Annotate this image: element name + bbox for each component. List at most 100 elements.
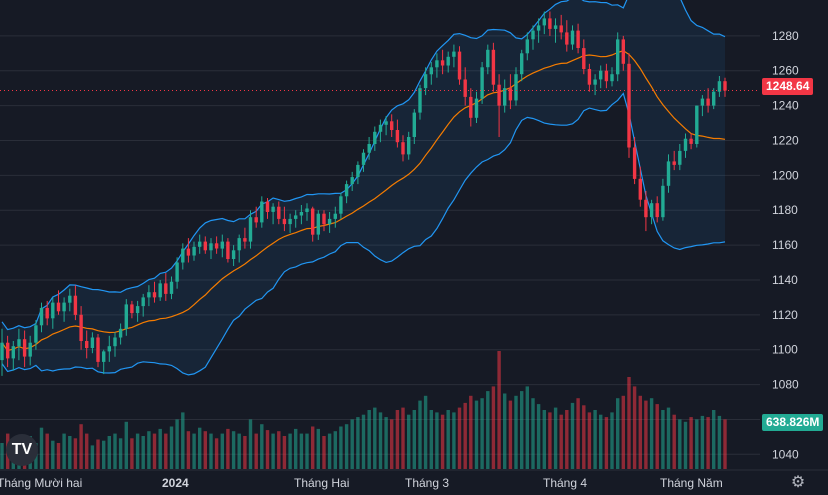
candle-body — [316, 213, 320, 235]
volume-bar — [192, 433, 196, 469]
volume-bar — [294, 428, 298, 469]
volume-bar — [712, 410, 716, 469]
candle — [616, 32, 620, 82]
candle-body — [582, 48, 586, 69]
candle-body — [678, 150, 682, 165]
candle-body — [311, 208, 315, 235]
candle — [220, 234, 224, 258]
volume-bar — [491, 386, 496, 469]
volume-bars — [0, 351, 727, 469]
candle-body — [277, 206, 281, 219]
candle — [45, 300, 49, 326]
time-axis[interactable]: Tháng Mười hai 2024 Tháng Hai Tháng 3 Tháng … — [0, 476, 723, 490]
candle-body — [531, 30, 535, 40]
price-tick-label: 1280 — [772, 29, 799, 43]
candle — [497, 74, 501, 137]
candle — [632, 137, 637, 185]
candle-body — [17, 339, 21, 347]
candle — [570, 25, 575, 50]
candle-body — [497, 84, 501, 106]
candle — [593, 74, 597, 96]
candle-body — [243, 238, 247, 242]
candle-body — [90, 337, 95, 348]
candle — [113, 332, 117, 357]
candle-body — [593, 79, 597, 85]
candle — [610, 67, 614, 87]
candle-body — [169, 281, 174, 294]
candle-body — [333, 213, 337, 219]
candle — [683, 133, 688, 158]
candle — [39, 302, 44, 333]
candle-body — [96, 337, 100, 362]
candle — [51, 297, 55, 329]
candle-body — [11, 346, 15, 359]
candle — [90, 332, 95, 354]
candle — [638, 166, 642, 207]
candle — [503, 79, 507, 113]
candle — [452, 44, 456, 68]
candle-body — [587, 69, 592, 85]
candle-body — [661, 185, 665, 218]
candle-body — [344, 184, 349, 197]
volume-bar — [373, 407, 377, 469]
volume-bar — [141, 436, 145, 469]
candle-body — [616, 39, 620, 75]
candle-body — [186, 248, 191, 256]
candle — [666, 154, 671, 193]
volume-bar — [305, 433, 309, 469]
volume-bar — [220, 433, 224, 469]
time-tick-label: Tháng Năm — [660, 476, 723, 490]
candle-body — [508, 88, 513, 101]
candle — [181, 243, 185, 270]
candle — [152, 281, 157, 303]
candle-body — [73, 295, 78, 315]
candle — [661, 178, 665, 221]
candle — [299, 205, 304, 225]
candle — [102, 349, 106, 375]
candle — [491, 42, 496, 92]
candle — [542, 11, 546, 35]
volume-bar — [401, 407, 405, 469]
volume-bar — [226, 428, 230, 469]
candle — [344, 180, 349, 204]
volume-bar — [130, 438, 134, 469]
candle — [599, 65, 603, 89]
candle-body — [51, 302, 55, 319]
volume-bar — [209, 433, 213, 469]
volume-bar — [322, 436, 326, 469]
candle-body — [271, 206, 275, 212]
candle-body — [294, 215, 298, 219]
volume-bar — [107, 436, 111, 469]
candle-body — [553, 25, 558, 29]
volume-bar — [638, 395, 642, 469]
candle-body — [520, 53, 524, 75]
candle — [186, 238, 191, 263]
candle-body — [474, 98, 479, 118]
candle-body — [175, 262, 179, 282]
candle — [350, 171, 354, 191]
candle — [531, 25, 535, 50]
price-tick-label: 1240 — [772, 99, 799, 113]
candle-body — [412, 112, 416, 137]
volume-bar — [457, 407, 462, 469]
candle — [695, 105, 699, 148]
price-tick-label: 1220 — [772, 133, 799, 147]
candle-body — [672, 161, 676, 165]
volume-bar — [282, 436, 287, 469]
candle-body — [384, 121, 388, 125]
gear-icon[interactable]: ⚙ — [790, 474, 806, 491]
candle — [203, 236, 207, 254]
candle — [265, 198, 270, 219]
candle — [429, 62, 433, 85]
volume-bar — [576, 398, 580, 469]
candle-body — [683, 138, 688, 151]
candle — [644, 191, 648, 232]
tradingview-logo-icon[interactable]: TV — [6, 434, 38, 466]
candle-body — [260, 201, 264, 223]
candle-body — [542, 18, 546, 26]
volume-bar — [390, 419, 394, 469]
candle-body — [440, 60, 445, 66]
last-volume-tag: 638.826M — [762, 414, 824, 431]
